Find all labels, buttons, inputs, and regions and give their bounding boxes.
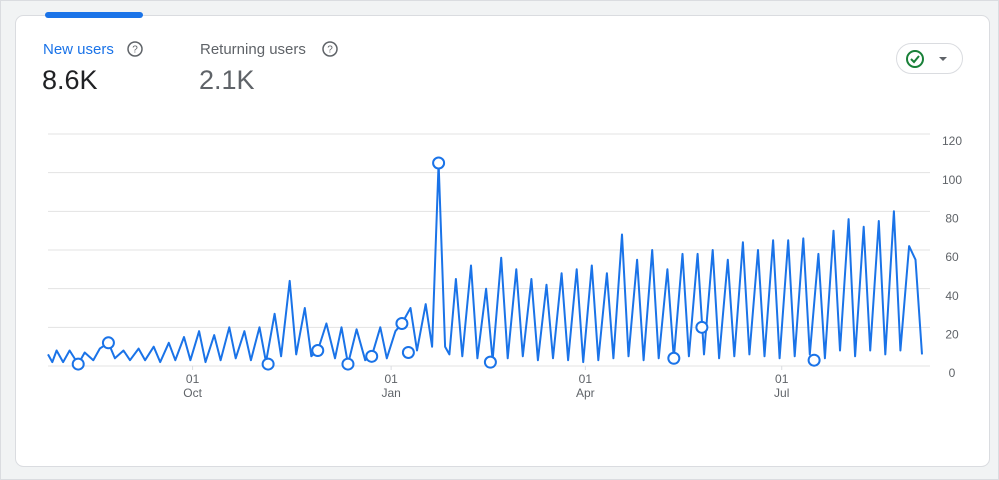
line	[47, 162, 923, 366]
annotation-marker	[71, 357, 85, 371]
annotation-marker	[341, 357, 355, 371]
check-icon	[906, 50, 924, 68]
x-tick-label: 01 Jan	[381, 372, 401, 400]
check-mark	[910, 55, 920, 64]
tab-indicator	[45, 12, 143, 18]
annotation-marker	[311, 344, 325, 358]
x-tick-label: 01 Oct	[183, 372, 202, 400]
y-tick-label: 20	[945, 328, 959, 342]
tab-value: 8.6K	[42, 65, 98, 95]
dropdown-arrow	[939, 57, 947, 61]
annotation-marker	[401, 345, 415, 359]
annotation-marker	[807, 353, 821, 367]
tab-label[interactable]: New users	[43, 41, 114, 58]
annotation-marker	[432, 156, 446, 170]
y-tick-label: 60	[945, 250, 959, 264]
help-icon[interactable]	[127, 41, 143, 57]
x-tick-label: 01 Jul	[774, 372, 790, 400]
x-tick-label: 01 Apr	[576, 372, 595, 400]
y-tick-label: 80	[945, 212, 959, 226]
y-tick-label: 40	[945, 289, 959, 303]
y-tick-label: 120	[942, 134, 962, 148]
tab-label[interactable]: Returning users	[200, 41, 306, 58]
tab-value: 2.1K	[199, 65, 255, 95]
annotation-marker	[483, 355, 497, 369]
annotation-marker	[667, 351, 681, 365]
annotation-marker	[101, 336, 115, 350]
card	[15, 15, 990, 467]
annotation-marker	[261, 357, 275, 371]
help-icon-glyph: ?	[132, 45, 138, 56]
help-icon[interactable]	[322, 41, 338, 57]
help-icon-glyph: ?	[327, 45, 333, 56]
annotation-marker	[395, 316, 409, 330]
y-tick-label: 0	[949, 366, 956, 380]
annotation-marker	[695, 320, 709, 334]
annotation-marker	[365, 349, 379, 363]
y-tick-label: 100	[942, 173, 962, 187]
